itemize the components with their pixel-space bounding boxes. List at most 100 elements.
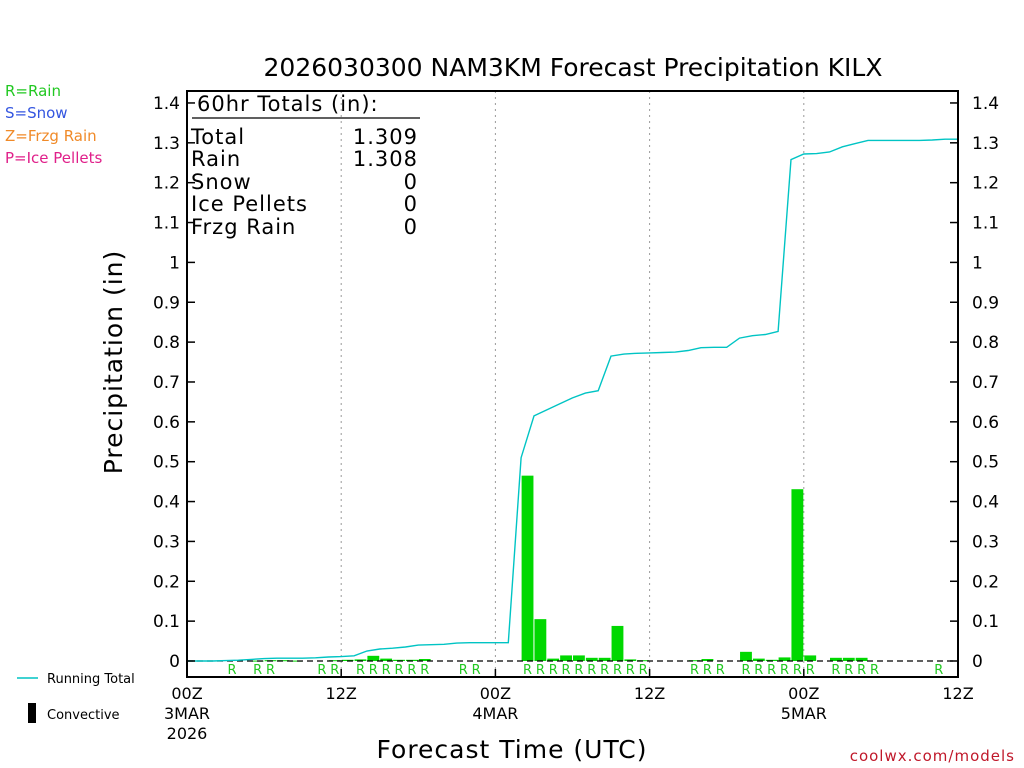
x-tick-date-label: 5MAR — [781, 704, 827, 723]
ptype-marker: R — [382, 663, 391, 678]
totals-value-total: 1.309 — [353, 125, 418, 149]
ptype-marker: R — [626, 663, 635, 678]
y-tick-label-right: 1.1 — [972, 214, 999, 234]
y-tick-label-right: 1.3 — [972, 134, 999, 154]
precip-bar — [585, 657, 598, 661]
totals-label-total: Total — [190, 125, 245, 149]
ptype-marker: R — [472, 663, 481, 678]
y-tick-label-left: 0.5 — [153, 453, 180, 473]
ptype-marker: R — [870, 663, 879, 678]
ptype-marker: R — [587, 663, 596, 678]
ptype-marker: R — [523, 663, 532, 678]
y-tick-label-right: 0.1 — [972, 612, 999, 632]
y-tick-label-left: 0.1 — [153, 612, 180, 632]
convective-legend-swatch — [28, 703, 36, 723]
ptype-marker: R — [549, 663, 558, 678]
ptype-marker: R — [420, 663, 429, 678]
legend-rain: R=Rain — [5, 82, 61, 100]
precip-bar — [598, 657, 611, 661]
y-tick-label-left: 1.2 — [153, 174, 180, 194]
totals-label-frzg-rain: Frzg Rain — [191, 215, 296, 239]
x-tick-date-label: 3MAR — [164, 704, 210, 723]
y-tick-label-left: 1.4 — [153, 94, 180, 114]
legend-snow: S=Snow — [5, 104, 68, 122]
y-tick-label-right: 0.7 — [972, 373, 999, 393]
y-tick-label-right: 1 — [972, 253, 983, 273]
x-tick-label: 00Z — [788, 684, 819, 703]
hourly-precip-bars — [251, 475, 868, 662]
y-tick-label-right: 1.4 — [972, 94, 999, 114]
ptype-marker: R — [780, 663, 789, 678]
y-tick-label-left: 0.9 — [153, 293, 180, 313]
y-tick-label-right: 0.8 — [972, 333, 999, 353]
credit-text: coolwx.com/models — [850, 747, 1015, 765]
y-tick-label-right: 0.2 — [972, 572, 999, 592]
x-tick-date-label: 4MAR — [472, 704, 518, 723]
precip-bar — [791, 489, 804, 661]
ptype-marker: R — [600, 663, 609, 678]
y-tick-label-right: 0 — [972, 652, 983, 672]
ptype-marker: R — [356, 663, 365, 678]
ptype-marker: R — [767, 663, 776, 678]
ptype-marker: R — [459, 663, 468, 678]
ptype-marker: R — [793, 663, 802, 678]
ptype-marker: R — [330, 663, 339, 678]
ptype-marker: R — [806, 663, 815, 678]
totals-value-ice-pellets: 0 — [404, 192, 418, 216]
totals-value-snow: 0 — [404, 170, 418, 194]
ptype-marker: R — [716, 663, 725, 678]
ptype-legend: R=Rain S=Snow Z=Frzg Rain P=Ice Pellets — [5, 82, 102, 167]
totals-label-rain: Rain — [191, 147, 241, 171]
legend-ice-pellets: P=Ice Pellets — [5, 149, 102, 167]
y-axis-ticks: 0 00.1 0.10.2 0.20.3 0.30.4 0.40.5 0.50.6 0.60.… — [153, 94, 999, 672]
y-tick-label-left: 0 — [169, 652, 180, 672]
y-tick-label-right: 0.3 — [972, 532, 999, 552]
series-legend: Running Total Convective — [17, 672, 135, 723]
precip-bar — [354, 659, 367, 661]
y-tick-label-left: 1.1 — [153, 214, 180, 234]
precip-bar — [367, 655, 380, 661]
totals-label-ice-pellets: Ice Pellets — [191, 192, 308, 216]
precip-bar — [560, 655, 572, 661]
y-tick-label-left: 0.2 — [153, 572, 180, 592]
precip-bar — [380, 658, 393, 661]
precip-bar — [521, 475, 534, 661]
precip-bar — [842, 657, 855, 661]
y-tick-label-left: 0.6 — [153, 413, 180, 433]
totals-box: 60hr Totals (in): Total 1.309 Rain 1.308… — [190, 92, 420, 239]
ptype-marker: R — [690, 663, 699, 678]
precip-bar — [778, 657, 791, 661]
y-tick-label-left: 0.4 — [153, 493, 180, 513]
ptype-marker: R — [754, 663, 763, 678]
ptype-marker: R — [831, 663, 840, 678]
y-tick-label-left: 0.7 — [153, 373, 180, 393]
y-axis-label: Precipitation (in) — [99, 250, 128, 475]
precip-bar — [637, 660, 650, 662]
x-axis-label: Forecast Time (UTC) — [377, 735, 648, 764]
y-tick-label-left: 1 — [169, 253, 180, 273]
ptype-marker: R — [741, 663, 750, 678]
precip-bar — [830, 657, 842, 661]
ptype-marker: R — [844, 663, 853, 678]
ptype-marker: R — [536, 663, 545, 678]
running-total-line — [187, 138, 958, 662]
vertical-gridlines — [340, 91, 805, 677]
ptype-marker: R — [934, 663, 943, 678]
ptype-marker: R — [857, 663, 866, 678]
totals-value-frzg-rain: 0 — [404, 215, 418, 239]
precip-bar — [547, 658, 560, 661]
y-tick-label-left: 1.3 — [153, 134, 180, 154]
precip-bar — [418, 659, 431, 661]
x-tick-label: 12Z — [942, 684, 973, 703]
precip-bar — [624, 659, 637, 661]
ptype-marker: R — [395, 663, 404, 678]
totals-value-rain: 1.308 — [353, 147, 418, 171]
precip-bar — [611, 625, 624, 661]
convective-legend-label: Convective — [47, 708, 120, 723]
y-tick-label-left: 0.8 — [153, 333, 180, 353]
running-total-legend-label: Running Total — [47, 672, 135, 687]
ptype-marker: R — [369, 663, 378, 678]
precip-bar — [573, 655, 585, 661]
y-tick-label-left: 0.3 — [153, 532, 180, 552]
